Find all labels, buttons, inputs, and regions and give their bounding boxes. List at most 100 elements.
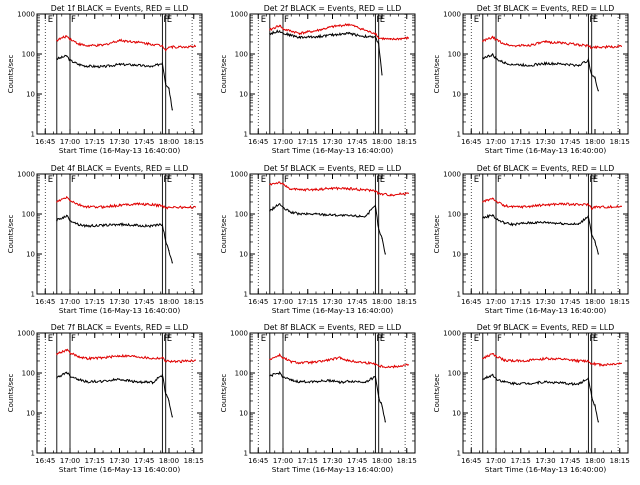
- y-axis-label: Counts/sec: [7, 55, 15, 94]
- data-point: [348, 360, 350, 362]
- data-point: [492, 353, 494, 355]
- x-tick-label: 17:15: [85, 457, 105, 465]
- x-tick-label: 17:00: [273, 138, 293, 146]
- data-point: [168, 250, 170, 252]
- data-point: [161, 62, 163, 64]
- data-point: [587, 360, 590, 362]
- data-point: [511, 206, 514, 208]
- data-point: [69, 375, 71, 377]
- data-point: [161, 374, 163, 376]
- data-point: [56, 201, 58, 203]
- series-line-lld: [56, 348, 196, 364]
- data-point: [577, 223, 580, 225]
- plot-frame: [462, 332, 629, 454]
- y-tick-label: 1000: [443, 171, 461, 179]
- x-tick-label: 17:45: [347, 138, 367, 146]
- y-tick-label: 1: [31, 291, 35, 299]
- data-point: [364, 189, 367, 191]
- x-tick-label: 16:45: [461, 298, 481, 306]
- data-point: [298, 32, 301, 34]
- x-tick-label: 16:45: [35, 138, 55, 146]
- data-point: [528, 359, 530, 362]
- marker-label: F: [497, 334, 502, 344]
- y-axis-label: Counts/sec: [220, 55, 228, 94]
- data-point: [407, 37, 409, 39]
- data-point: [577, 360, 580, 362]
- y-tick-label: 1: [244, 291, 248, 299]
- data-point: [384, 421, 386, 423]
- plot-frame: [462, 173, 629, 295]
- panel-det-2: Det 2f BLACK = Events, RED = LLD Counts/s…: [220, 4, 417, 155]
- data-point: [561, 63, 563, 65]
- series-line-events: [269, 370, 386, 422]
- x-tick-label: 17:30: [109, 138, 129, 146]
- x-tick-label: 17:15: [298, 298, 318, 306]
- data-point: [290, 379, 292, 382]
- data-point: [102, 66, 104, 68]
- x-tick-label: 17:30: [109, 457, 129, 465]
- panel-det-5: Det 5f BLACK = Events, RED = LLD Counts/s…: [220, 164, 417, 315]
- series-line-events: [269, 29, 383, 75]
- x-tick-label: 17:15: [511, 298, 531, 306]
- data-point: [495, 38, 497, 41]
- y-tick-label: 10: [239, 410, 248, 418]
- data-point: [492, 54, 494, 56]
- x-tick-label: 17:30: [322, 298, 342, 306]
- data-point: [168, 46, 170, 48]
- x-tick-label: 18:15: [397, 298, 417, 306]
- data-point: [56, 353, 58, 355]
- data-point: [378, 43, 380, 45]
- data-point: [315, 30, 317, 32]
- data-point: [511, 45, 514, 47]
- data-point: [544, 357, 547, 360]
- y-tick-label: 10: [452, 91, 461, 99]
- x-tick-label: 17:45: [347, 457, 367, 465]
- data-point: [269, 29, 271, 31]
- data-point: [135, 355, 137, 357]
- y-tick-label: 1000: [17, 11, 35, 19]
- data-point: [528, 44, 530, 46]
- x-tick-label: 18:00: [372, 298, 392, 306]
- data-point: [168, 206, 170, 208]
- y-axis-label: Counts/sec: [433, 374, 441, 413]
- x-tick-label: 16:45: [461, 138, 481, 146]
- x-tick-label: 17:45: [560, 138, 580, 146]
- data-point: [561, 203, 563, 205]
- x-axis-label: Start Time (16-May-13 16:40:00): [272, 306, 394, 315]
- x-tick-label: 18:15: [610, 457, 630, 465]
- data-point: [561, 42, 563, 44]
- data-point: [597, 253, 599, 255]
- y-tick-label: 1: [244, 131, 248, 139]
- x-tick-label: 17:15: [298, 138, 318, 146]
- data-point: [591, 234, 593, 236]
- panel-title: Det 7f BLACK = Events, RED = LLD: [51, 323, 189, 332]
- data-point: [368, 31, 370, 33]
- data-point: [389, 194, 391, 196]
- panel-title: Det 9f BLACK = Events, RED = LLD: [477, 323, 615, 332]
- data-point: [282, 376, 284, 378]
- y-tick-label: 100: [22, 51, 35, 59]
- x-tick-label: 17:15: [298, 457, 318, 465]
- data-point: [348, 188, 350, 190]
- data-point: [66, 349, 68, 351]
- x-tick-label: 17:45: [134, 138, 154, 146]
- x-tick-label: 17:00: [60, 138, 80, 146]
- y-tick-label: 100: [235, 51, 248, 59]
- data-point: [594, 46, 596, 48]
- x-tick-label: 17:15: [511, 138, 531, 146]
- data-point: [591, 74, 593, 76]
- data-point: [544, 381, 547, 383]
- data-point: [587, 377, 590, 379]
- x-tick-label: 18:15: [184, 138, 204, 146]
- marker-label: E: [167, 175, 172, 185]
- data-point: [587, 45, 590, 47]
- data-point: [577, 204, 580, 206]
- marker-label: F: [284, 175, 289, 185]
- marker-label: E: [380, 175, 385, 185]
- data-point: [279, 181, 281, 183]
- data-point: [69, 219, 71, 221]
- data-point: [69, 38, 71, 40]
- marker-label: F: [71, 334, 76, 344]
- series-line-lld: [482, 197, 622, 210]
